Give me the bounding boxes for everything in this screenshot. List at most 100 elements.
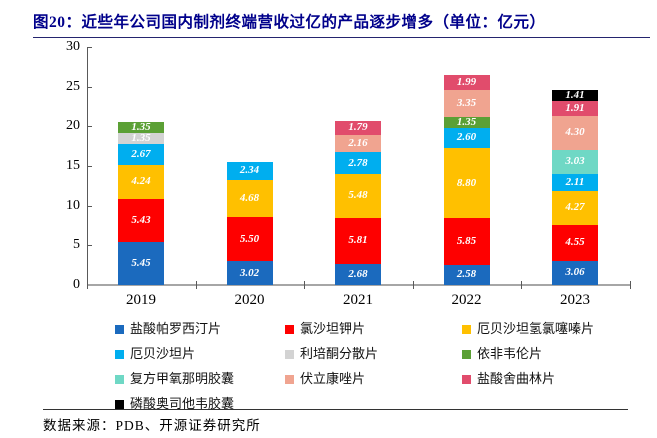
bar-value-label: 4.24 — [131, 175, 151, 188]
bar-value-label: 1.35 — [456, 115, 477, 128]
x-tick-mark — [195, 281, 197, 289]
bar-value-label: 2.11 — [565, 175, 585, 188]
bar-segment: 1.35 — [118, 121, 164, 134]
bar-segment: 2.11 — [552, 174, 598, 191]
y-tick-label: 5 — [73, 237, 80, 253]
y-tick-mark — [87, 47, 92, 48]
bar-segment: 2.16 — [335, 134, 381, 153]
x-tick-mark — [629, 281, 631, 289]
legend-marker — [462, 324, 471, 334]
bar-value-label: 3.02 — [239, 266, 260, 279]
x-axis-line — [87, 284, 630, 286]
footer-divider — [43, 409, 628, 410]
x-tick-label: 2019 — [126, 292, 156, 308]
bar-segment: 5.43 — [118, 198, 164, 242]
bar-segment: 5.48 — [335, 174, 381, 218]
bar-value-label: 5.45 — [131, 256, 151, 269]
bar-segment: 2.58 — [443, 264, 490, 285]
bar-segment: 4.24 — [118, 165, 164, 199]
bar-value-label: 1.91 — [565, 101, 585, 114]
bar-segment: 2.68 — [335, 263, 381, 285]
bar-segment: 5.81 — [335, 217, 381, 264]
title-divider — [33, 37, 650, 38]
bar-value-label: 5.48 — [348, 189, 368, 202]
bar-segment: 1.91 — [552, 100, 598, 116]
bar-segment: 3.03 — [552, 149, 598, 174]
y-tick-label: 10 — [66, 197, 80, 213]
legend-marker — [115, 399, 124, 409]
legend-item: 伏立康唑片 — [285, 366, 462, 391]
bar-value-label: 2.67 — [131, 147, 151, 160]
legend-marker — [462, 374, 471, 384]
y-tick-mark — [87, 86, 92, 88]
bar-segment: 1.35 — [443, 115, 490, 128]
bar-value-label: 3.06 — [565, 266, 585, 279]
legend-label: 厄贝沙坦片 — [130, 346, 196, 361]
legend-label: 氯沙坦钾片 — [300, 321, 366, 336]
legend-label: 磷酸奥司他韦胶囊 — [130, 396, 235, 411]
bar-value-label: 1.35 — [131, 121, 151, 134]
y-tick-mark — [87, 205, 92, 207]
legend-label: 厄贝沙坦氢氯噻嗪片 — [477, 321, 595, 336]
y-tick-label: 15 — [66, 158, 80, 173]
legend-label: 伏立康唑片 — [300, 371, 366, 386]
figure-title: 图20：近些年公司国内制剂终端营收过亿的产品逐步增多（单位：亿元） — [33, 14, 546, 31]
legend-item: 磷酸奥司他韦胶囊 — [115, 391, 285, 416]
legend-item: 盐酸帕罗西汀片 — [115, 316, 285, 341]
bar-value-label: 5.85 — [456, 234, 477, 247]
bar-value-label: 5.43 — [131, 213, 151, 226]
x-tick-label: 2023 — [560, 292, 590, 308]
bar-value-label: 5.50 — [239, 232, 260, 245]
legend-item: 厄贝沙坦氢氯噻嗪片 — [462, 316, 655, 341]
x-tick-mark — [521, 281, 522, 289]
bar-value-label: 2.34 — [239, 164, 260, 177]
legend-label: 盐酸舍曲林片 — [477, 371, 556, 386]
bar-value-label: 2.16 — [348, 137, 368, 150]
legend-marker — [115, 349, 124, 359]
bar-value-label: 2.78 — [348, 156, 368, 169]
bar-segment: 2.78 — [335, 152, 381, 175]
x-tick-mark — [87, 281, 88, 289]
y-tick-mark — [87, 126, 92, 128]
legend-marker — [115, 374, 124, 384]
bar-value-label: 1.79 — [348, 121, 368, 134]
bar-segment: 4.27 — [552, 190, 598, 225]
bar-segment: 1.41 — [552, 89, 598, 101]
bar-value-label: 4.30 — [565, 126, 585, 139]
bar-value-label: 2.68 — [348, 267, 368, 280]
bar-value-label: 5.81 — [348, 234, 368, 247]
x-tick-label: 2020 — [234, 292, 265, 308]
bar-segment: 1.99 — [443, 74, 490, 91]
bar-value-label: 2.60 — [456, 131, 477, 144]
bar-value-label: 3.03 — [565, 155, 585, 168]
legend-item: 复方甲氧那明胶囊 — [115, 366, 285, 391]
bar-segment: 1.79 — [335, 120, 381, 135]
legend-marker — [285, 324, 294, 334]
bar-segment: 3.06 — [552, 260, 598, 285]
legend-label: 复方甲氧那明胶囊 — [130, 371, 235, 386]
bar-value-label: 4.27 — [565, 201, 585, 214]
legend-item: 盐酸舍曲林片 — [462, 366, 655, 391]
legend-label: 依非韦伦片 — [477, 346, 543, 361]
legend-label: 利培酮分散片 — [300, 346, 379, 361]
bar-segment: 1.35 — [118, 133, 164, 144]
bar-segment: 5.85 — [443, 218, 490, 265]
x-tick-label: 2022 — [451, 292, 482, 308]
bar-segment: 2.34 — [226, 161, 273, 181]
bar-value-label: 1.99 — [456, 75, 477, 88]
data-source: 数据来源：PDB、开源证券研究所 — [43, 418, 261, 433]
y-tick-mark — [87, 166, 92, 167]
x-tick-mark — [412, 281, 414, 289]
bar-segment: 5.50 — [226, 217, 273, 262]
y-tick-label: 0 — [73, 277, 80, 292]
bar-segment: 2.60 — [443, 127, 490, 149]
y-tick-label: 20 — [66, 118, 80, 134]
x-tick-label: 2021 — [343, 292, 373, 308]
legend-marker — [115, 324, 124, 334]
bar-segment: 8.80 — [443, 148, 490, 219]
legend-item: 厄贝沙坦片 — [115, 341, 285, 366]
bar-segment: 5.45 — [118, 241, 164, 285]
legend-item: 利培酮分散片 — [285, 341, 462, 366]
bar-value-label: 1.35 — [131, 132, 151, 144]
